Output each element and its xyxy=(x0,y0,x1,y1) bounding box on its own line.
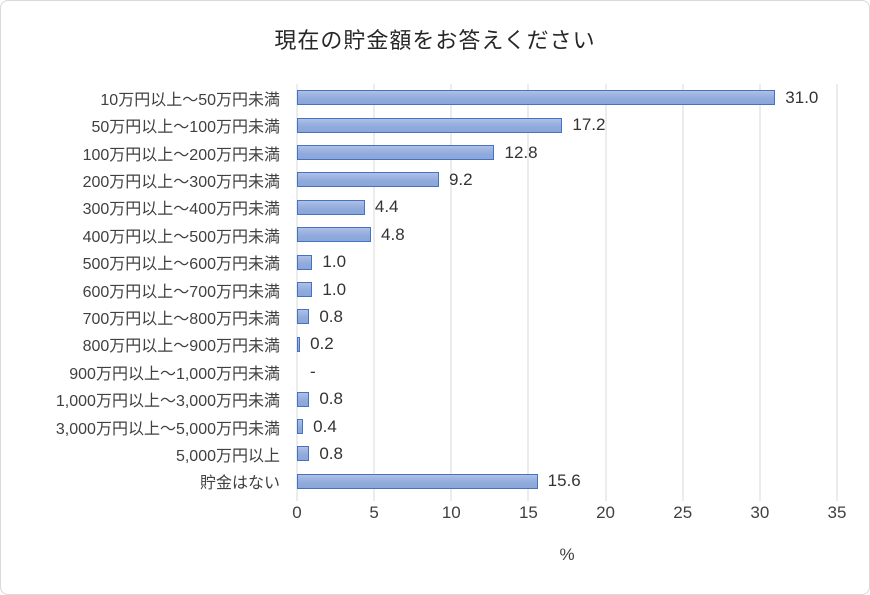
x-tick-label: 0 xyxy=(292,503,302,522)
bar-row: 12.8 xyxy=(297,139,837,166)
bar xyxy=(297,199,365,215)
category-label: 200万円以上～300万円未満 xyxy=(82,173,280,191)
gridline xyxy=(759,84,761,501)
bar-row: 9.2 xyxy=(297,166,837,193)
bar-row: 0.8 xyxy=(297,303,837,330)
category-label: 貯金はない xyxy=(199,475,280,493)
bar-row: 31.0 xyxy=(297,84,837,111)
category-labels: 10万円以上～50万円未満 50万円以上～100万円未満 100万円以上～200万円… xyxy=(1,84,289,495)
bar-row: 0.8 xyxy=(297,440,837,467)
bar xyxy=(297,419,304,435)
bar-row: 17.2 xyxy=(297,111,837,138)
category-label: 700万円以上～800万円未満 xyxy=(82,310,280,328)
x-tick-label: 20 xyxy=(596,503,616,522)
bar-row: - xyxy=(297,358,837,385)
bar-row: 15.6 xyxy=(297,468,837,495)
value-label: 1.0 xyxy=(322,252,347,272)
x-tick-label: 10 xyxy=(441,503,461,522)
category-label: 600万円以上～700万円未満 xyxy=(82,283,280,301)
category-label: 10万円以上～50万円未満 xyxy=(100,91,280,109)
value-label: 0.8 xyxy=(319,443,343,463)
value-label: 4.8 xyxy=(381,224,405,244)
bar xyxy=(297,473,538,489)
value-label: 0.2 xyxy=(310,334,334,354)
x-axis-ticks: 0 5 10 15 20 25 30 35 xyxy=(292,503,846,525)
gridline xyxy=(373,84,375,501)
value-label: - xyxy=(310,361,316,381)
gridline xyxy=(682,84,684,501)
value-label: 1.0 xyxy=(322,279,347,299)
bar xyxy=(297,117,563,133)
x-axis-title: % xyxy=(559,545,575,564)
value-label: 0.8 xyxy=(319,389,343,409)
x-tick-label: 5 xyxy=(369,503,379,522)
value-label: 0.4 xyxy=(313,416,337,436)
category-label: 900万円以上～1,000万円未満 xyxy=(69,365,280,383)
category-label: 300万円以上～400万円未満 xyxy=(82,201,280,219)
bar xyxy=(297,336,301,352)
value-label: 15.6 xyxy=(547,471,581,491)
value-label: 31.0 xyxy=(785,87,819,107)
value-label: 12.8 xyxy=(504,142,538,162)
chart-title: 現在の貯金額をお答えください xyxy=(274,28,596,53)
bar xyxy=(297,90,776,106)
bar-rows: 31.0 17.2 12.8 9.2 4.4 4.8 1.0 1.0 0.8 0.2-0.8 0.4… xyxy=(297,84,837,495)
bar-row: 4.8 xyxy=(297,221,837,248)
category-label: 5,000万円以上 xyxy=(175,447,280,465)
bar xyxy=(297,172,439,188)
x-tick-label: 35 xyxy=(827,503,847,522)
bar-row: 1.0 xyxy=(297,276,837,303)
category-label: 800万円以上～900万円未満 xyxy=(82,338,280,356)
category-label: 100万円以上～200万円未満 xyxy=(82,146,280,164)
bar xyxy=(297,145,495,161)
bar xyxy=(297,446,310,462)
bar xyxy=(297,309,310,325)
bar-row: 1.0 xyxy=(297,248,837,275)
bar-row: 0.4 xyxy=(297,413,837,440)
bar xyxy=(297,282,313,298)
value-label: 0.8 xyxy=(319,306,343,326)
category-label: 3,000万円以上～5,000万円未満 xyxy=(55,420,280,438)
bar xyxy=(297,254,313,270)
bar-row: 4.4 xyxy=(297,194,837,221)
category-label: 400万円以上～500万円未満 xyxy=(82,228,280,246)
x-tick-label: 25 xyxy=(673,503,693,522)
x-tick-label: 30 xyxy=(750,503,770,522)
bar xyxy=(297,391,310,407)
category-label: 500万円以上～600万円未満 xyxy=(82,256,280,274)
gridline xyxy=(605,84,607,501)
value-label: 9.2 xyxy=(448,169,473,189)
bar-row: 0.8 xyxy=(297,385,837,412)
category-label: 50万円以上～100万円未満 xyxy=(91,119,281,137)
gridline xyxy=(836,84,838,501)
gridline xyxy=(527,84,529,501)
x-tick-label: 15 xyxy=(518,503,538,522)
value-label: 17.2 xyxy=(572,115,606,135)
bar-row: 0.2 xyxy=(297,331,837,358)
plot-area: 31.0 17.2 12.8 9.2 4.4 4.8 1.0 1.0 0.8 0.2-0.8 0.4… xyxy=(296,84,838,501)
gridline xyxy=(450,84,452,501)
bar xyxy=(297,227,372,243)
category-label: 1,000万円以上～3,000万円未満 xyxy=(55,393,280,411)
value-label: 4.4 xyxy=(374,197,399,217)
